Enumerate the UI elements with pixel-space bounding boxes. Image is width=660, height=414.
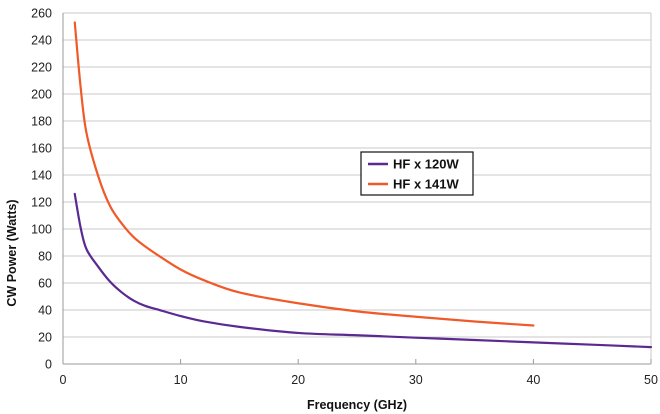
y-tick-label: 0: [45, 358, 52, 372]
y-axis-label: CW Power (Watts): [5, 199, 19, 306]
y-tick-label: 220: [31, 61, 52, 75]
y-tick-label: 240: [31, 34, 52, 48]
x-tick-labels: 0 10 20 30 40 50: [60, 373, 658, 387]
x-tick-label: 30: [409, 373, 423, 387]
y-tick-label: 40: [38, 304, 52, 318]
legend-label-series-2: HF x 141W: [393, 177, 459, 192]
y-tick-label: 200: [31, 88, 52, 102]
legend-label-series-1: HF x 120W: [393, 157, 459, 172]
y-tick-label: 120: [31, 196, 52, 210]
axes: [62, 13, 652, 365]
y-tick-label: 20: [38, 331, 52, 345]
series-line-1: [73, 192, 653, 349]
x-tick-label: 40: [526, 373, 540, 387]
x-axis-label: Frequency (GHz): [307, 398, 407, 412]
x-tick-label: 0: [60, 373, 67, 387]
x-tick-label: 20: [291, 373, 305, 387]
x-tick-label: 10: [174, 373, 188, 387]
y-tick-label: 140: [31, 169, 52, 183]
legend-box: [360, 151, 474, 196]
series-line-2: [73, 21, 535, 327]
y-tick-label: 180: [31, 115, 52, 129]
y-tick-labels: 0 20 40 60 80 100 120 140 160 180 200 220 240 260: [31, 7, 52, 372]
y-tick-label: 260: [31, 7, 52, 21]
legend: HF x 120W HF x 141W: [360, 151, 474, 196]
series-lines: [73, 21, 653, 349]
y-tick-label: 80: [38, 250, 52, 264]
y-tick-label: 60: [38, 277, 52, 291]
gridlines: [63, 12, 652, 364]
x-tick-label: 50: [644, 373, 658, 387]
y-tick-label: 160: [31, 142, 52, 156]
y-tick-label: 100: [31, 223, 52, 237]
